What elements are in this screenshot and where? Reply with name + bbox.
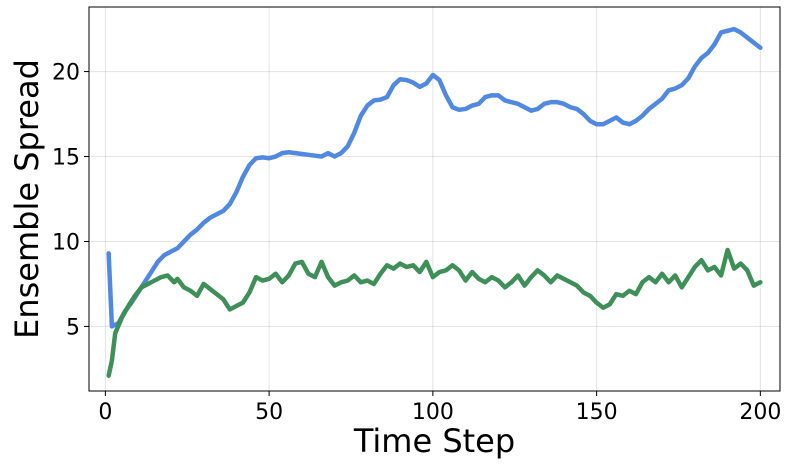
y-tick-label: 15	[52, 146, 80, 171]
y-tick-label: 20	[52, 61, 80, 86]
x-tick-label: 0	[98, 400, 112, 425]
x-tick-label: 200	[739, 400, 781, 425]
x-axis-label: Time Step	[353, 422, 515, 460]
series-line-1	[106, 26, 763, 329]
grid	[89, 7, 780, 391]
y-tick-label: 5	[66, 315, 80, 340]
x-tick-label: 50	[255, 400, 283, 425]
series-layer	[106, 26, 763, 378]
x-tick-label: 150	[576, 400, 618, 425]
plot-frame	[88, 6, 781, 392]
y-tick-label: 10	[52, 230, 80, 255]
series-line-2	[106, 247, 763, 378]
axis-ticks: 0 50 100 150 200 5 10 15 20	[52, 61, 781, 425]
y-axis-label: Ensemble Spread	[8, 59, 46, 339]
x-tick-label: 100	[412, 400, 454, 425]
